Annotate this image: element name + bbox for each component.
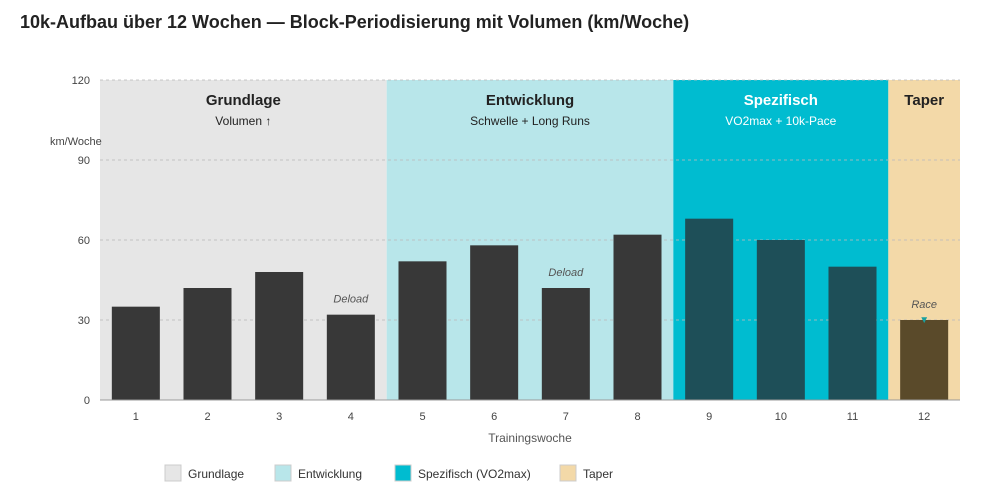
x-tick-label: 1 (133, 411, 139, 423)
legend-swatch (559, 464, 577, 482)
legend-swatch (274, 464, 292, 482)
x-tick-label: 3 (276, 411, 282, 423)
annotation-label: Deload (333, 294, 369, 306)
phase-label: Spezifisch (744, 92, 818, 109)
y-tick-label: 0 (84, 395, 90, 407)
x-tick-label: 7 (563, 411, 569, 423)
phase-label: Entwicklung (486, 92, 574, 109)
y-axis-label: km/Woche (50, 136, 102, 148)
legend-swatch (164, 464, 182, 482)
bar-week-12 (900, 320, 949, 400)
bar-week-6 (470, 245, 519, 400)
y-tick-label: 120 (72, 75, 90, 87)
x-tick-label: 12 (918, 411, 930, 423)
annotation-label: Deload (548, 267, 584, 279)
phase-sublabel: Volumen ↑ (215, 114, 271, 128)
bar-week-8 (613, 234, 662, 400)
x-tick-label: 10 (775, 411, 787, 423)
legend-label: Grundlage (188, 467, 244, 481)
chart-title: 10k-Aufbau über 12 Wochen — Block-Period… (20, 12, 690, 32)
labels: Grundlage Volumen ↑ Entwicklung Schwelle + … (50, 75, 960, 445)
phase-label: Taper (904, 92, 944, 109)
x-tick-label: 5 (419, 411, 425, 423)
y-tick-label: 90 (78, 155, 90, 167)
bar-week-9 (685, 218, 734, 400)
phase-sublabel: VO2max + 10k-Pace (725, 114, 836, 128)
bar-week-10 (756, 240, 805, 400)
bar-week-7 (541, 288, 590, 400)
race-marker-icon: ▼ (919, 315, 929, 326)
phase-label: Grundlage (206, 92, 281, 109)
x-tick-label: 9 (706, 411, 712, 423)
annotation-label: Race (911, 299, 937, 311)
y-tick-label: 30 (78, 315, 90, 327)
x-tick-label: 4 (348, 411, 354, 423)
x-axis-label: Trainingswoche (488, 431, 572, 445)
legend-label: Spezifisch (VO2max) (418, 467, 531, 481)
phase-sublabel: Schwelle + Long Runs (470, 114, 590, 128)
x-tick-label: 8 (634, 411, 640, 423)
legend-label: Taper (583, 467, 613, 481)
bar-week-3 (255, 272, 304, 400)
bar-week-2 (183, 288, 232, 400)
x-tick-label: 6 (491, 411, 497, 423)
legend-label: Entwicklung (298, 467, 362, 481)
bar-week-5 (398, 261, 447, 400)
legend-swatch (394, 464, 412, 482)
bar-week-4 (326, 314, 375, 400)
legend: Grundlage Entwicklung Spezifisch (VO2max) T… (164, 464, 613, 482)
x-tick-label: 11 (847, 411, 858, 423)
x-tick-label: 2 (204, 411, 210, 423)
y-tick-label: 60 (78, 235, 90, 247)
bar-week-11 (828, 266, 877, 400)
bars (111, 218, 949, 400)
bar-week-1 (111, 306, 160, 400)
